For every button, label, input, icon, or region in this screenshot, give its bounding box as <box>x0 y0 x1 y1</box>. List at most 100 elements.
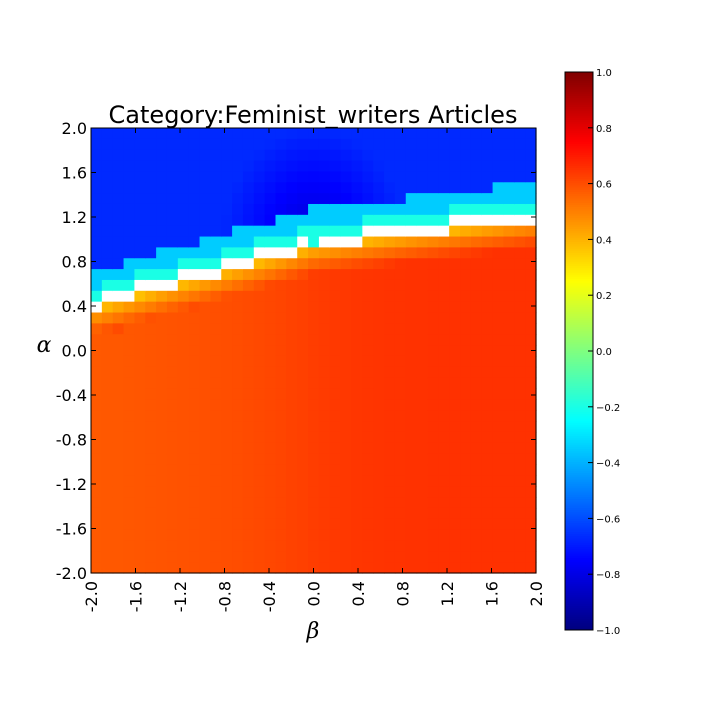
heatmap-cell <box>177 540 190 552</box>
heatmap-cell <box>481 182 494 194</box>
heatmap-cell <box>123 193 136 205</box>
heatmap-cell <box>232 442 244 455</box>
heatmap-cell <box>373 388 385 400</box>
colorbar-segment <box>565 523 593 526</box>
colorbar-segment <box>565 414 593 417</box>
colorbar-segment <box>565 148 593 151</box>
heatmap-cell <box>177 486 190 498</box>
heatmap-cell <box>427 562 439 574</box>
colorbar-segment <box>565 462 593 465</box>
heatmap-cell <box>492 203 505 216</box>
heatmap-cell <box>329 421 342 433</box>
heatmap-cell <box>340 518 353 531</box>
heatmap-cell <box>394 388 407 400</box>
colorbar-tick-label: −1.0 <box>596 626 620 637</box>
heatmap-cell <box>362 269 374 281</box>
colorbar-segment <box>565 122 593 125</box>
colorbar-segment <box>565 616 593 620</box>
heatmap-cell <box>492 128 505 140</box>
colorbar-tick-label: −0.4 <box>596 459 620 470</box>
heatmap-cell <box>405 225 418 238</box>
heatmap-cell <box>232 421 244 433</box>
heatmap-cell <box>242 529 255 542</box>
colorbar-segment <box>565 444 593 448</box>
heatmap-cell <box>340 247 353 259</box>
heatmap-cell <box>123 203 136 216</box>
heatmap-cell <box>297 334 309 346</box>
heatmap-cell <box>253 301 266 314</box>
heatmap-cell <box>427 421 439 433</box>
heatmap-cell <box>470 486 483 498</box>
heatmap-cell <box>329 236 342 248</box>
heatmap-cell <box>416 464 429 476</box>
heatmap-cell <box>340 236 353 248</box>
heatmap-cell <box>308 193 320 205</box>
heatmap-cell <box>373 312 385 324</box>
heatmap-cell <box>253 551 266 563</box>
heatmap-cell <box>492 149 505 162</box>
heatmap-cell <box>232 214 244 227</box>
heatmap-cell <box>416 258 429 270</box>
heatmap-cell <box>384 160 396 173</box>
colorbar-segment <box>565 152 593 156</box>
heatmap-cell <box>286 214 298 227</box>
heatmap-cell <box>449 388 461 400</box>
heatmap-cell <box>297 421 309 433</box>
heatmap-cell <box>232 290 244 303</box>
heatmap-cell <box>340 410 353 422</box>
heatmap-cell <box>286 366 298 379</box>
heatmap-cell <box>199 334 211 346</box>
heatmap-cell <box>101 290 114 303</box>
heatmap-cell <box>123 442 136 455</box>
heatmap-cell <box>286 486 298 498</box>
colorbar-segment <box>565 407 593 411</box>
heatmap-cell <box>362 388 374 400</box>
heatmap-cell <box>405 290 418 303</box>
heatmap-cell <box>166 366 179 379</box>
colorbar-segment <box>565 218 593 221</box>
colorbar-segment <box>565 215 593 219</box>
heatmap-cell <box>470 355 483 368</box>
heatmap-cell <box>286 442 298 455</box>
heatmap-cell <box>286 497 298 509</box>
heatmap-cell <box>253 442 266 455</box>
heatmap-cell <box>221 323 233 335</box>
heatmap-cell <box>177 453 190 466</box>
colorbar-segment <box>565 111 593 114</box>
heatmap-cell <box>145 247 157 259</box>
colorbar-segment <box>565 263 593 267</box>
heatmap-cell <box>253 269 266 281</box>
heatmap-cell <box>166 562 179 574</box>
heatmap-cell <box>91 334 103 346</box>
heatmap-cell <box>232 562 244 574</box>
heatmap-cell <box>91 171 103 183</box>
heatmap-cell <box>481 366 494 379</box>
colorbar-segment <box>565 558 593 561</box>
heatmap-cell <box>253 182 266 194</box>
heatmap-cell <box>492 323 505 335</box>
heatmap-cell <box>275 442 287 455</box>
heatmap-cell <box>166 149 179 162</box>
heatmap-cell <box>525 312 537 324</box>
heatmap-cell <box>416 225 429 238</box>
colorbar-segment <box>565 298 593 302</box>
heatmap-cell <box>427 410 439 422</box>
heatmap-cell <box>123 312 136 324</box>
colorbar-segment <box>565 265 593 269</box>
colorbar-segment <box>565 481 593 485</box>
colorbar-tick-label: 0.0 <box>596 347 612 358</box>
heatmap-cell <box>242 258 255 270</box>
heatmap-cell <box>525 171 537 183</box>
colorbar-segment <box>565 507 593 511</box>
colorbar-segment <box>565 625 593 629</box>
heatmap-cell <box>134 334 146 346</box>
heatmap-cell <box>199 258 211 270</box>
heatmap-cell <box>253 388 266 400</box>
heatmap-cell <box>449 128 461 140</box>
heatmap-cell <box>199 475 211 487</box>
heatmap-cell <box>318 258 331 270</box>
heatmap-cell <box>481 258 494 270</box>
x-tick-label: -1.6 <box>127 581 146 612</box>
heatmap-cell <box>275 507 287 520</box>
colorbar-segment <box>565 501 593 505</box>
